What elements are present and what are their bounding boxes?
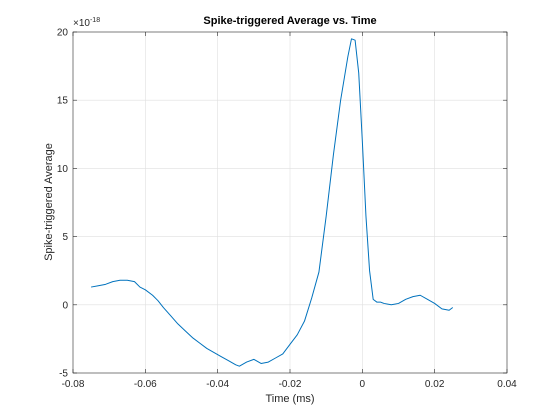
series-line	[90, 38, 454, 367]
y-tick-label: 20	[57, 28, 69, 39]
y-exponent-base: ×10	[73, 18, 90, 29]
x-tick-label: -0.06	[134, 379, 157, 390]
x-tick-label: 0.04	[497, 379, 517, 390]
y-tick-label: -5	[59, 369, 68, 380]
x-tick-label: -0.02	[279, 379, 302, 390]
y-tick-label: 0	[62, 300, 68, 311]
y-tick-label: 15	[57, 96, 69, 107]
y-axis-label: Spike-triggered Average	[43, 143, 55, 261]
series-layer	[90, 38, 454, 367]
x-axis-label: Time (ms)	[265, 393, 314, 405]
y-exponent-label: ×10-18	[73, 17, 100, 29]
chart-title: Spike-triggered Average vs. Time	[203, 15, 376, 27]
x-tick-label: 0.02	[425, 379, 445, 390]
x-tick-label: -0.08	[62, 379, 85, 390]
y-tick-label: 5	[62, 232, 68, 243]
x-tick-label: -0.04	[206, 379, 229, 390]
x-tick-label: 0	[360, 379, 366, 390]
y-tick-label: 10	[57, 164, 69, 175]
grid-lines	[73, 32, 507, 373]
y-exponent-power: -18	[90, 17, 100, 24]
tick-marks	[72, 31, 508, 374]
tick-labels: -0.08 -0.06 -0.04 -0.02 0 0.02 0.04 -5 0 5 10 15 20	[57, 28, 517, 391]
